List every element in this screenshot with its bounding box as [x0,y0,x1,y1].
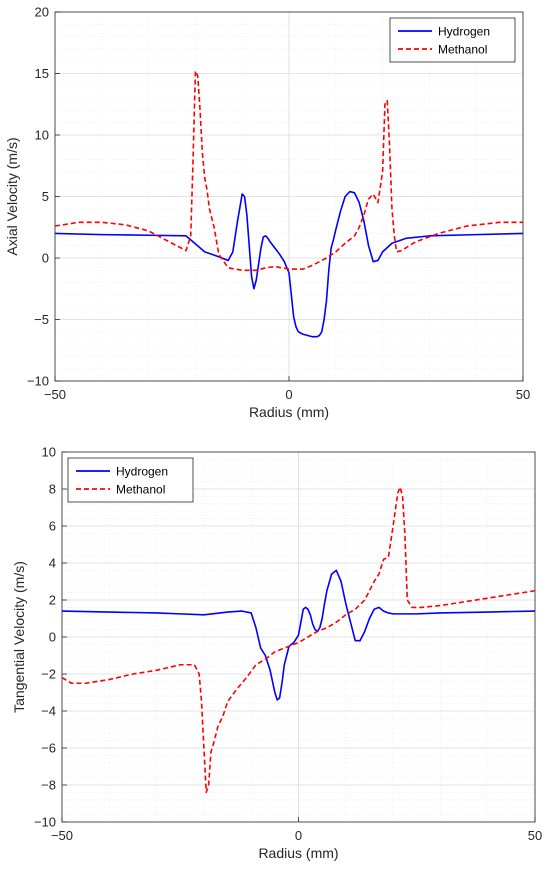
chart2-y-tick-label: 2 [49,593,56,608]
chart2-y-tick-label: 6 [49,519,56,534]
chart2-x-tick-label: 50 [528,828,542,843]
chart2-y-axis-label: Tangential Velocity (m/s) [11,561,27,713]
chart2-y-tick-label: −2 [41,667,56,682]
chart2-legend-label-methanol: Methanol [116,483,165,497]
chart1-x-tick-label: 0 [285,387,292,402]
chart1-series-hydrogen-line [55,190,523,338]
chart1-legend-label-hydrogen: Hydrogen [438,25,490,39]
chart1-y-tick-label: −5 [34,312,49,327]
chart2-x-tick-label: 0 [295,828,302,843]
chart2-y-tick-label: 4 [49,556,56,571]
chart1-y-tick-label: 5 [42,189,49,204]
chart1-y-tick-label: 10 [35,128,49,143]
chart2-x-axis-label: Radius (mm) [258,845,338,861]
chart2-y-tick-label: −4 [41,704,56,719]
chart2-legend-box [67,457,194,503]
chart1-x-axis-label: Radius (mm) [249,404,329,420]
chart1-legend-box [389,17,516,63]
chart2-y-tick-label: −6 [41,741,56,756]
chart1-x-tick-label: 50 [516,387,530,402]
chart2-series-methanol-line [62,486,535,794]
chart1-y-axis-label: Axial Velocity (m/s) [4,137,20,255]
chart1-y-tick-label: 0 [42,251,49,266]
chart1-y-tick-label: 20 [35,5,49,20]
chart1-x-tick-label: −50 [44,387,66,402]
chart2-legend: Hydrogen Methanol [67,457,194,503]
chart2-x-tick-label: −50 [51,828,73,843]
chart1-legend-label-methanol: Methanol [438,43,487,57]
chart2-y-tick-label: −10 [34,815,56,830]
chart1-y-tick-label: 15 [35,66,49,81]
chart1-legend: Hydrogen Methanol [389,17,516,63]
chart2-y-tick-label: 10 [42,445,56,460]
chart2-series-hydrogen-line [62,569,535,701]
chart2-y-tick-label: 8 [49,482,56,497]
chart2-y-tick-label: −8 [41,778,56,793]
chart1-series-methanol-line [55,70,523,272]
chart2-panel: −50 0 50 −10 −8 −6 −4 −2 0 2 4 6 8 10 Radius (mm) Tange… [11,445,542,862]
chart2-y-tick-label: 0 [49,630,56,645]
chart2-legend-label-hydrogen: Hydrogen [116,465,168,479]
chart1-y-tick-label: −10 [27,374,49,389]
